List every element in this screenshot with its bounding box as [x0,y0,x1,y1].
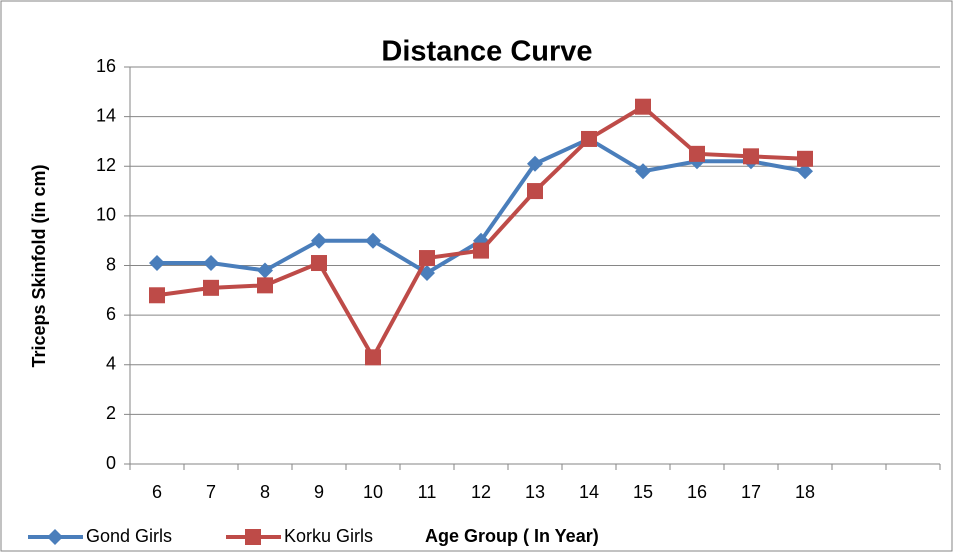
data-point [365,349,381,366]
data-point [689,145,705,162]
data-point [149,255,165,272]
x-tick-label: 10 [363,482,383,502]
data-point [473,242,489,259]
x-tick-label: 15 [633,482,653,502]
data-point [149,287,165,304]
y-tick-label: 4 [106,354,116,374]
y-tick-label: 0 [106,453,116,473]
x-tick-label: 13 [525,482,545,502]
data-point [743,148,759,165]
x-axis-label: Age Group ( In Year) [425,526,599,546]
y-tick-label: 16 [96,56,116,76]
x-tick-label: 9 [314,482,324,502]
data-point [203,255,219,272]
y-tick-label: 8 [106,254,116,274]
data-point [581,130,597,147]
x-tick-label: 17 [741,482,761,502]
x-tick-label: 7 [206,482,216,502]
x-tick-label: 18 [795,482,815,502]
x-tick-label: 12 [471,482,491,502]
data-point [527,155,543,172]
y-tick-label: 6 [106,304,116,324]
data-point [203,279,219,296]
chart-title: Distance Curve [381,36,592,68]
legend-label: Gond Girls [86,526,172,546]
x-tick-label: 14 [579,482,599,502]
x-tick-label: 11 [418,482,437,502]
legend-label: Korku Girls [284,526,373,546]
legend-marker [245,529,261,545]
data-point [365,232,381,249]
data-point [635,98,651,115]
data-point [797,150,813,167]
data-point [257,277,273,294]
legend-marker [47,529,63,545]
data-point [257,262,273,279]
data-point [635,163,651,180]
y-axis-label: Triceps Skinfold (in cm) [29,164,49,367]
data-point [311,255,327,272]
data-point [311,232,327,249]
y-tick-label: 12 [96,155,116,175]
y-tick-label: 10 [96,205,116,225]
x-tick-label: 16 [687,482,707,502]
x-tick-label: 8 [260,482,270,502]
data-point [527,183,543,200]
x-tick-label: 6 [152,482,162,502]
data-point [419,250,435,267]
data-point [797,163,813,180]
y-tick-label: 2 [106,403,116,423]
y-tick-label: 14 [96,105,116,125]
